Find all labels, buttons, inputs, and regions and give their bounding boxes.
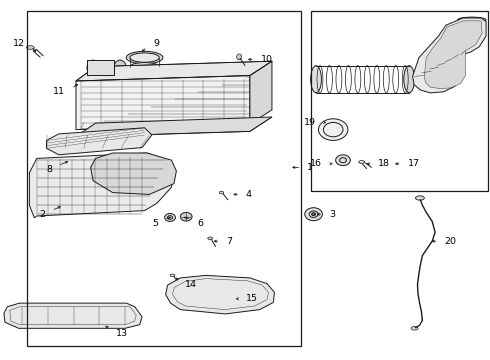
Text: 17: 17 <box>408 159 419 168</box>
Polygon shape <box>76 117 272 137</box>
Text: 11: 11 <box>53 87 65 96</box>
Polygon shape <box>29 153 174 218</box>
Ellipse shape <box>26 46 34 49</box>
Ellipse shape <box>121 163 152 183</box>
Ellipse shape <box>208 237 213 240</box>
Text: 16: 16 <box>311 159 322 168</box>
Bar <box>27 11 301 346</box>
Polygon shape <box>166 275 274 314</box>
Circle shape <box>318 119 348 140</box>
Text: 19: 19 <box>304 118 316 127</box>
Text: 2: 2 <box>40 210 46 219</box>
Polygon shape <box>91 153 176 194</box>
Ellipse shape <box>130 53 159 62</box>
Polygon shape <box>250 61 272 124</box>
Text: 1: 1 <box>307 163 313 172</box>
Ellipse shape <box>237 54 242 60</box>
Circle shape <box>305 208 322 221</box>
Text: 10: 10 <box>261 55 272 64</box>
Bar <box>87 60 114 75</box>
Ellipse shape <box>130 63 159 71</box>
Polygon shape <box>413 18 486 93</box>
Text: 5: 5 <box>152 219 158 228</box>
Text: 12: 12 <box>13 39 25 48</box>
Text: 20: 20 <box>444 237 456 246</box>
Text: 9: 9 <box>153 39 159 48</box>
Text: 14: 14 <box>185 280 196 289</box>
Circle shape <box>312 213 316 216</box>
Text: 13: 13 <box>116 328 128 338</box>
Ellipse shape <box>114 158 158 187</box>
Ellipse shape <box>114 60 126 75</box>
Text: 8: 8 <box>46 165 52 174</box>
Polygon shape <box>47 128 152 155</box>
Polygon shape <box>4 303 142 328</box>
Ellipse shape <box>87 60 99 75</box>
Text: 18: 18 <box>378 159 390 168</box>
Ellipse shape <box>416 196 424 200</box>
Ellipse shape <box>126 51 163 64</box>
Ellipse shape <box>219 192 223 194</box>
Circle shape <box>180 212 192 221</box>
Ellipse shape <box>311 66 321 93</box>
Ellipse shape <box>458 17 486 23</box>
Bar <box>311 11 488 191</box>
Polygon shape <box>424 21 482 89</box>
Text: 6: 6 <box>197 219 203 228</box>
Polygon shape <box>76 61 272 81</box>
Circle shape <box>165 213 175 221</box>
Text: 15: 15 <box>246 294 258 303</box>
Ellipse shape <box>411 327 418 330</box>
Ellipse shape <box>404 66 415 93</box>
Circle shape <box>336 155 350 166</box>
Text: 7: 7 <box>226 237 232 246</box>
Ellipse shape <box>359 161 365 163</box>
Text: 4: 4 <box>246 190 252 199</box>
Polygon shape <box>76 76 250 130</box>
Ellipse shape <box>170 274 175 277</box>
Text: 3: 3 <box>329 210 336 219</box>
